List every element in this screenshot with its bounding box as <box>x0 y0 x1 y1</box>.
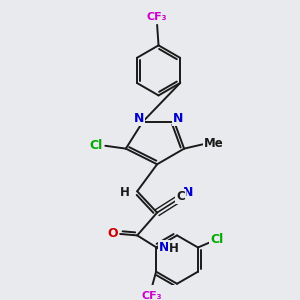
Text: O: O <box>108 227 118 241</box>
Text: CF₃: CF₃ <box>147 12 167 22</box>
Text: N: N <box>134 112 144 125</box>
Text: Me: Me <box>204 137 224 150</box>
Text: H: H <box>120 186 130 199</box>
Text: Cl: Cl <box>210 233 224 246</box>
Text: CF₃: CF₃ <box>142 291 162 300</box>
Text: N: N <box>183 186 194 199</box>
Text: N: N <box>173 112 184 125</box>
Text: N: N <box>159 241 169 254</box>
Text: H: H <box>169 242 178 255</box>
Text: C: C <box>176 190 185 203</box>
Text: Cl: Cl <box>89 139 103 152</box>
